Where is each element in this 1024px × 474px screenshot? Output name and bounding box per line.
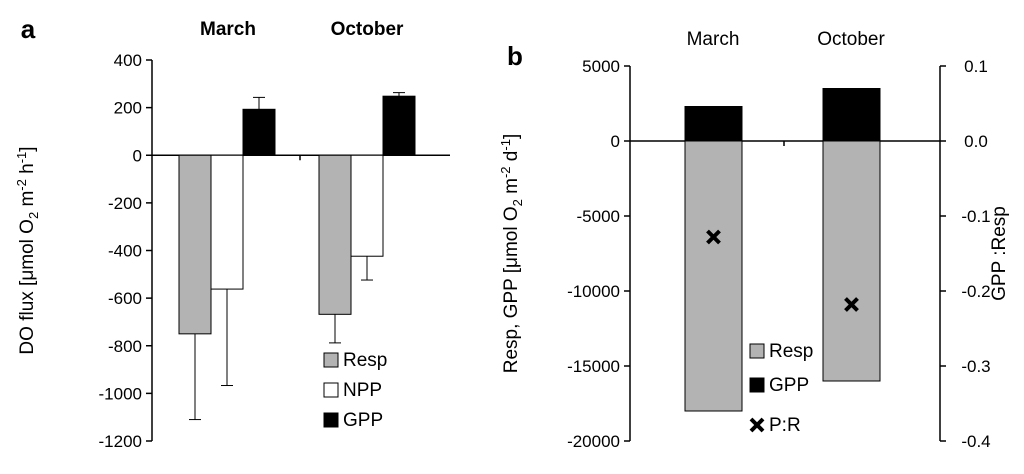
y-axis-label-part: ] [501, 134, 522, 139]
bar-resp [684, 140, 743, 412]
legend-label: Resp [769, 341, 813, 362]
y-axis-label-part: -2 [14, 179, 29, 191]
y2-tick-label: -0.4 [961, 432, 990, 451]
bar-gpp [822, 88, 881, 142]
legend-label: P:R [769, 415, 801, 436]
marker-pr [844, 297, 859, 312]
y-tick-label: -400 [108, 242, 142, 261]
bar-resp [178, 154, 212, 335]
y-axis-label-part: ] [17, 146, 38, 151]
y-axis-label-part: -1 [14, 152, 29, 164]
panel-a: a 400 200 0 -200 -400 -600 -800 -1000 -1200 DO flu… [14, 14, 450, 451]
y-axis-label-part: h [17, 163, 38, 179]
y-tick-label: -10000 [567, 282, 620, 301]
y-axis-label-part: Resp, GPP [μmol O [501, 206, 522, 373]
bar-npp [350, 154, 384, 257]
y2-tick-label: 0.0 [964, 132, 988, 151]
y-axis-label-part: d [501, 151, 522, 167]
marker-pr [706, 229, 721, 245]
y-axis-label: Resp, GPP [μmol O2 m-2 d-1] [498, 134, 525, 373]
y-tick-label: -15000 [567, 357, 620, 376]
category-label: March [687, 29, 740, 50]
bar-gpp [684, 106, 743, 142]
legend-swatch-gpp [749, 377, 765, 393]
y-axis-label: DO flux [μmol O2 m-2 h-1] [14, 146, 41, 354]
marker-stroke [749, 417, 765, 433]
y-axis-label-part: -1 [498, 139, 513, 151]
legend-swatch-gpp [323, 412, 339, 428]
legend-swatch-npp [323, 382, 339, 398]
y2-tick-label: -0.2 [961, 282, 990, 301]
y-tick-label: -600 [108, 289, 142, 308]
y-tick-label: -200 [108, 194, 142, 213]
y2-tick-label: -0.1 [961, 207, 990, 226]
y-tick-label: 0 [611, 132, 620, 151]
y-tick-label: -1200 [99, 432, 142, 451]
category-label: October [331, 19, 404, 40]
y-axis-label-part: 2 [26, 212, 41, 219]
y-axis-label-part: DO flux [μmol O [17, 219, 38, 355]
y-tick-label: -1000 [99, 384, 142, 403]
y-tick-label: -800 [108, 337, 142, 356]
legend-label: NPP [343, 380, 382, 401]
y-tick-label: 200 [114, 99, 142, 118]
panel-label-b: b [507, 41, 523, 71]
legend-swatch-resp [749, 343, 765, 359]
legend-swatch-resp [323, 352, 339, 368]
legend-label: GPP [769, 375, 809, 396]
category-label: March [200, 19, 256, 40]
panel-b: b 5000 0 -5000 -10000 -15000 -20000 0.1 0.0 -0.1 -… [498, 29, 1010, 451]
marker-stroke [706, 229, 721, 245]
marker-stroke [844, 297, 859, 312]
y-axis-label-part: m [17, 191, 38, 212]
y-axis-label-part: -2 [498, 166, 513, 178]
y-axis-label-part: 2 [510, 199, 525, 206]
y2-tick-label: 0.1 [964, 57, 988, 76]
y-tick-label: 400 [114, 51, 142, 70]
legend-swatch-pr [749, 417, 765, 433]
panel-label-a: a [21, 14, 36, 44]
y-axis-label-part: m [501, 178, 522, 199]
bar-resp [318, 154, 352, 315]
legend-label: GPP [343, 410, 383, 431]
bar-resp [822, 140, 881, 382]
bar-gpp [242, 108, 276, 156]
y-tick-label: -5000 [577, 207, 620, 226]
y-tick-label: 0 [133, 146, 142, 165]
y-tick-label: 5000 [582, 57, 620, 76]
bar-gpp [382, 95, 416, 156]
y2-axis-label: GPP :Resp [989, 206, 1010, 301]
y2-tick-label: -0.3 [961, 357, 990, 376]
category-label: October [817, 29, 885, 50]
y-tick-label: -20000 [567, 432, 620, 451]
legend-label: Resp [343, 350, 387, 371]
bar-npp [210, 154, 244, 290]
